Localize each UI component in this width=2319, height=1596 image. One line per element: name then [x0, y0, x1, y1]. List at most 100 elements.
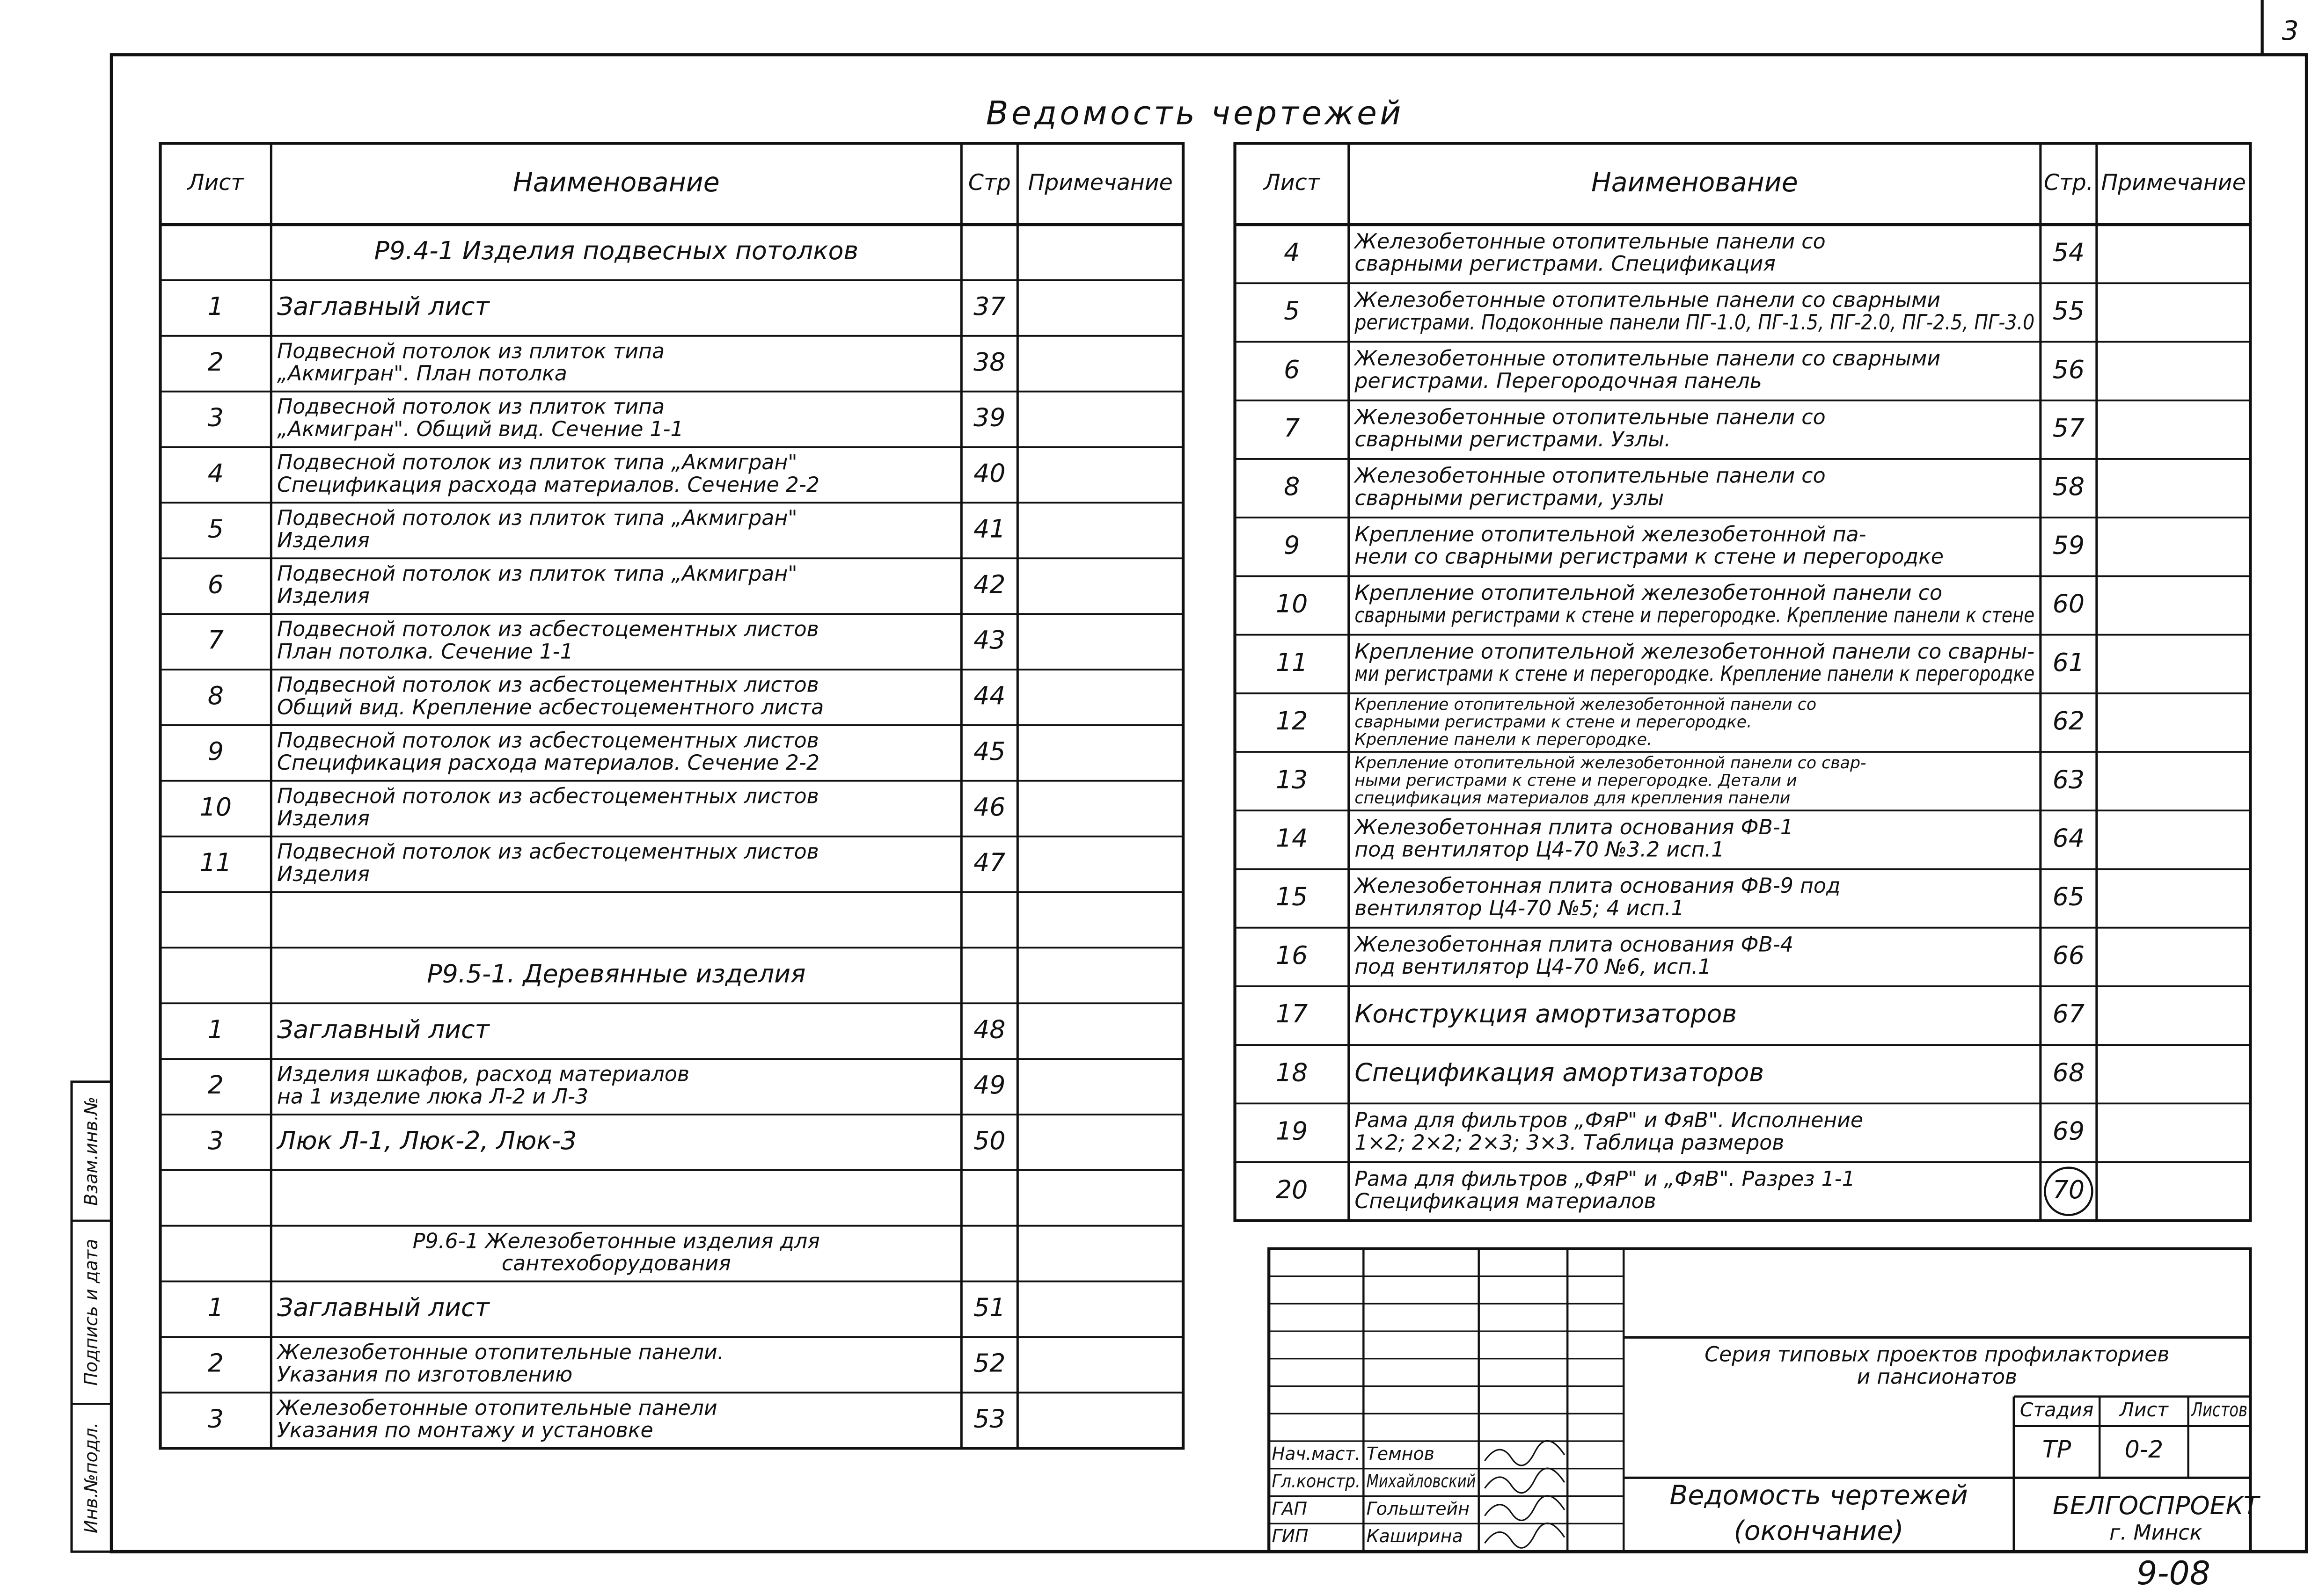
sheet-number: 11: [1276, 648, 1308, 677]
sheet-name: Указания по монтажу и установке: [277, 1419, 653, 1443]
sheet-name: спецификация материалов для крепления па…: [1354, 789, 1790, 808]
sheet-name: регистрами. Подоконные панели ПГ-1.0, ПГ…: [1354, 311, 2035, 335]
signature-scribble: [1484, 1495, 1566, 1521]
sheet-name: Железобетонные отопительные панели со: [1353, 405, 1825, 429]
sheet-name: Крепление отопительной железобетонной па…: [1354, 754, 1866, 772]
signature-scribble: [1484, 1467, 1566, 1494]
sheet-name: Изделия: [277, 529, 370, 553]
stage-header: Лист: [2119, 1399, 2169, 1421]
signature-role: Гл.констр.: [1272, 1471, 1361, 1492]
sheet-name: Подвесной потолок из асбестоцементных ли…: [277, 729, 819, 752]
sheet-number: 17: [1276, 999, 1308, 1028]
signature-role: ГАП: [1272, 1498, 1308, 1519]
sheet-title: Ведомость чертежей: [1669, 1480, 1968, 1511]
sheet-number: 2: [208, 1348, 224, 1378]
column-header: Примечание: [2101, 170, 2246, 196]
sheet-name: Спецификация расхода материалов. Сечение…: [277, 473, 819, 497]
page-number: 3: [2282, 15, 2299, 46]
sheet-code: 0-2: [2125, 1436, 2164, 1463]
stage: ТР: [2042, 1436, 2071, 1463]
sheet-name: Железобетонные отопительные панели со: [1353, 464, 1825, 488]
sheet-number: 11: [200, 848, 232, 877]
column-header: Наименование: [513, 167, 720, 198]
sheet-number: 19: [1276, 1116, 1308, 1146]
sheet-name: сварными регистрами к стене и перегородк…: [1354, 604, 2034, 627]
sheet-name: 1×2; 2×2; 2×3; 3×3. Таблица размеров: [1354, 1131, 1784, 1155]
page-ref: 42: [973, 569, 1005, 599]
sheet-number: 5: [208, 514, 224, 543]
sheet-number: 9: [1284, 530, 1300, 560]
page-ref: 59: [2053, 530, 2085, 560]
page-ref: 64: [2053, 824, 2085, 853]
sheet-number: 10: [200, 792, 232, 822]
sheet-name: Заглавный лист: [277, 1014, 490, 1044]
page-ref: 49: [973, 1070, 1005, 1100]
margin-label: Инв.№подл.: [81, 1422, 102, 1533]
page-ref: 44: [973, 681, 1005, 710]
sheet-number: 15: [1276, 882, 1308, 911]
page-ref: 54: [2053, 237, 2085, 267]
organization: г. Минск: [2109, 1521, 2202, 1545]
sheet-number: 8: [208, 681, 224, 710]
sheet-name: Железобетонные отопительные панели.: [276, 1341, 724, 1364]
sheet-number: 12: [1276, 706, 1308, 736]
sheet-number: 4: [1284, 237, 1300, 267]
page-ref: 40: [973, 459, 1005, 488]
sheet-number: 7: [1284, 413, 1300, 443]
page-ref: 61: [2053, 648, 2085, 677]
section-title: Р9.6-1 Железобетонные изделия для: [413, 1229, 820, 1253]
signature-scribble: [1484, 1522, 1566, 1549]
sheet-number: 9: [208, 736, 224, 766]
sheet-name: Подвесной потолок из плиток типа: [277, 395, 665, 419]
margin-label: Взам.инв.№: [81, 1097, 102, 1206]
sheet-name: Изделия шкафов, расход материалов: [277, 1063, 689, 1086]
margin-label: Подпись и дата: [81, 1239, 102, 1386]
sheet-name: Заглавный лист: [277, 292, 490, 321]
table-frame: [1233, 142, 2252, 1222]
page-ref: 43: [973, 625, 1005, 655]
series-title: и пансионатов: [1857, 1365, 2017, 1389]
page-ref: 69: [2053, 1116, 2085, 1146]
sheet-name: Подвесной потолок из асбестоцементных ли…: [277, 673, 819, 697]
signature-name: Михайловский: [1367, 1471, 1476, 1492]
sheet-name: Спецификация материалов: [1354, 1189, 1656, 1213]
sheet-number: 1: [208, 292, 224, 321]
sheet-name: План потолка. Сечение 1-1: [277, 640, 573, 663]
sheet-name: Крепление отопительной железобетонной па…: [1354, 581, 1942, 605]
page-ref: 53: [973, 1404, 1005, 1433]
sheet-number: 3: [208, 1126, 224, 1155]
sheet-name: на 1 изделие люка Л-2 и Л-3: [277, 1085, 588, 1108]
column-header: Наименование: [1591, 167, 1798, 198]
page-ref: 39: [973, 403, 1005, 432]
sheet-number: 14: [1276, 824, 1308, 853]
sheet-number: 18: [1276, 1057, 1308, 1087]
sheet-name: нели со сварными регистрами к стене и пе…: [1354, 545, 1944, 569]
sheet-name: Железобетонные отопительные панели со св…: [1353, 288, 1940, 312]
page-ref: 62: [2053, 706, 2085, 736]
column-header: Лист: [187, 170, 244, 196]
page-circle: [2044, 1166, 2093, 1216]
stage-header: Листов: [2190, 1399, 2247, 1421]
sheet-name: Изделия: [277, 584, 370, 608]
sheet-name: регистрами. Перегородочная панель: [1354, 369, 1762, 393]
margin-stamp: [70, 1080, 113, 1553]
section-title: Р9.5-1. Деревянные изделия: [427, 959, 805, 988]
document-title: Ведомость чертежей: [986, 95, 1404, 132]
sheet-name: вентилятор Ц4-70 №5; 4 исп.1: [1354, 896, 1684, 920]
sheet-name: Железобетонные отопительные панели со св…: [1353, 347, 1940, 371]
sheet-name: Подвесной потолок из плиток типа „Акмигр…: [277, 451, 797, 474]
sheet-name: Подвесной потолок из асбестоцементных ли…: [277, 784, 819, 808]
page-ref: 50: [973, 1126, 1005, 1155]
sheet-number: 16: [1276, 940, 1308, 970]
column-header: Стр.: [2044, 170, 2093, 196]
sheet-name: Указания по изготовлению: [277, 1363, 572, 1387]
table-frame: [159, 142, 1185, 1450]
column-header: Лист: [1263, 170, 1320, 196]
sheet-number: 3: [208, 403, 224, 432]
page-ref: 48: [973, 1014, 1005, 1044]
sheet-number: 10: [1276, 589, 1308, 619]
sheet-name: сварными регистрами. Спецификация: [1354, 252, 1776, 276]
sheet-name: Железобетонная плита основания ФВ-9 под: [1353, 874, 1840, 898]
